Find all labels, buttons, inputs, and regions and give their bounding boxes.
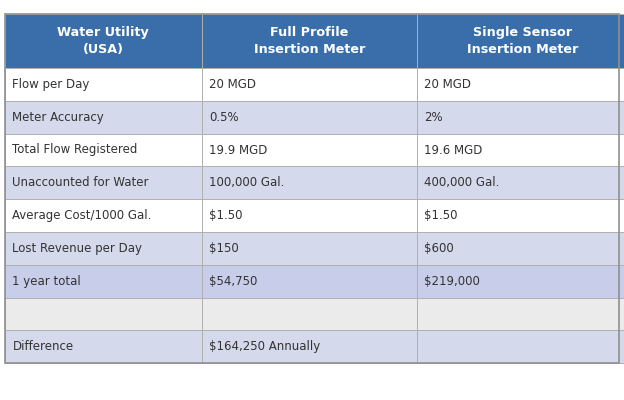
Text: Difference: Difference: [12, 340, 74, 353]
FancyBboxPatch shape: [202, 199, 417, 232]
Text: 400,000 Gal.: 400,000 Gal.: [424, 176, 500, 189]
FancyBboxPatch shape: [417, 68, 624, 101]
FancyBboxPatch shape: [202, 68, 417, 101]
Text: Flow per Day: Flow per Day: [12, 78, 90, 91]
FancyBboxPatch shape: [5, 134, 202, 166]
Text: 0.5%: 0.5%: [209, 111, 238, 124]
Text: $150: $150: [209, 242, 239, 255]
Text: Total Flow Registered: Total Flow Registered: [12, 144, 138, 156]
FancyBboxPatch shape: [202, 14, 417, 68]
FancyBboxPatch shape: [417, 199, 624, 232]
FancyBboxPatch shape: [417, 134, 624, 166]
FancyBboxPatch shape: [5, 232, 202, 265]
Text: $164,250 Annually: $164,250 Annually: [209, 340, 320, 353]
Text: 100,000 Gal.: 100,000 Gal.: [209, 176, 285, 189]
FancyBboxPatch shape: [417, 298, 624, 330]
FancyBboxPatch shape: [5, 199, 202, 232]
Text: 19.6 MGD: 19.6 MGD: [424, 144, 483, 156]
Text: Single Sensor
Insertion Meter: Single Sensor Insertion Meter: [467, 26, 578, 56]
FancyBboxPatch shape: [202, 134, 417, 166]
FancyBboxPatch shape: [5, 14, 202, 68]
Text: $54,750: $54,750: [209, 275, 258, 288]
Text: $1.50: $1.50: [424, 209, 458, 222]
Text: 20 MGD: 20 MGD: [424, 78, 471, 91]
FancyBboxPatch shape: [5, 265, 202, 298]
Text: Meter Accuracy: Meter Accuracy: [12, 111, 104, 124]
FancyBboxPatch shape: [417, 330, 624, 363]
Text: Unaccounted for Water: Unaccounted for Water: [12, 176, 149, 189]
FancyBboxPatch shape: [417, 232, 624, 265]
FancyBboxPatch shape: [202, 330, 417, 363]
FancyBboxPatch shape: [417, 166, 624, 199]
FancyBboxPatch shape: [5, 101, 202, 134]
Text: $600: $600: [424, 242, 454, 255]
FancyBboxPatch shape: [5, 330, 202, 363]
FancyBboxPatch shape: [417, 14, 624, 68]
FancyBboxPatch shape: [202, 166, 417, 199]
FancyBboxPatch shape: [202, 101, 417, 134]
FancyBboxPatch shape: [202, 298, 417, 330]
Text: 19.9 MGD: 19.9 MGD: [209, 144, 268, 156]
FancyBboxPatch shape: [417, 265, 624, 298]
FancyBboxPatch shape: [202, 232, 417, 265]
FancyBboxPatch shape: [417, 101, 624, 134]
FancyBboxPatch shape: [5, 68, 202, 101]
FancyBboxPatch shape: [202, 265, 417, 298]
Text: 2%: 2%: [424, 111, 443, 124]
Text: 20 MGD: 20 MGD: [209, 78, 256, 91]
Text: 1 year total: 1 year total: [12, 275, 81, 288]
Text: $219,000: $219,000: [424, 275, 480, 288]
Text: Water Utility
(USA): Water Utility (USA): [57, 26, 149, 56]
Text: Average Cost/1000 Gal.: Average Cost/1000 Gal.: [12, 209, 152, 222]
Text: Full Profile
Insertion Meter: Full Profile Insertion Meter: [253, 26, 365, 56]
FancyBboxPatch shape: [5, 166, 202, 199]
Text: Lost Revenue per Day: Lost Revenue per Day: [12, 242, 142, 255]
FancyBboxPatch shape: [5, 298, 202, 330]
Text: $1.50: $1.50: [209, 209, 243, 222]
